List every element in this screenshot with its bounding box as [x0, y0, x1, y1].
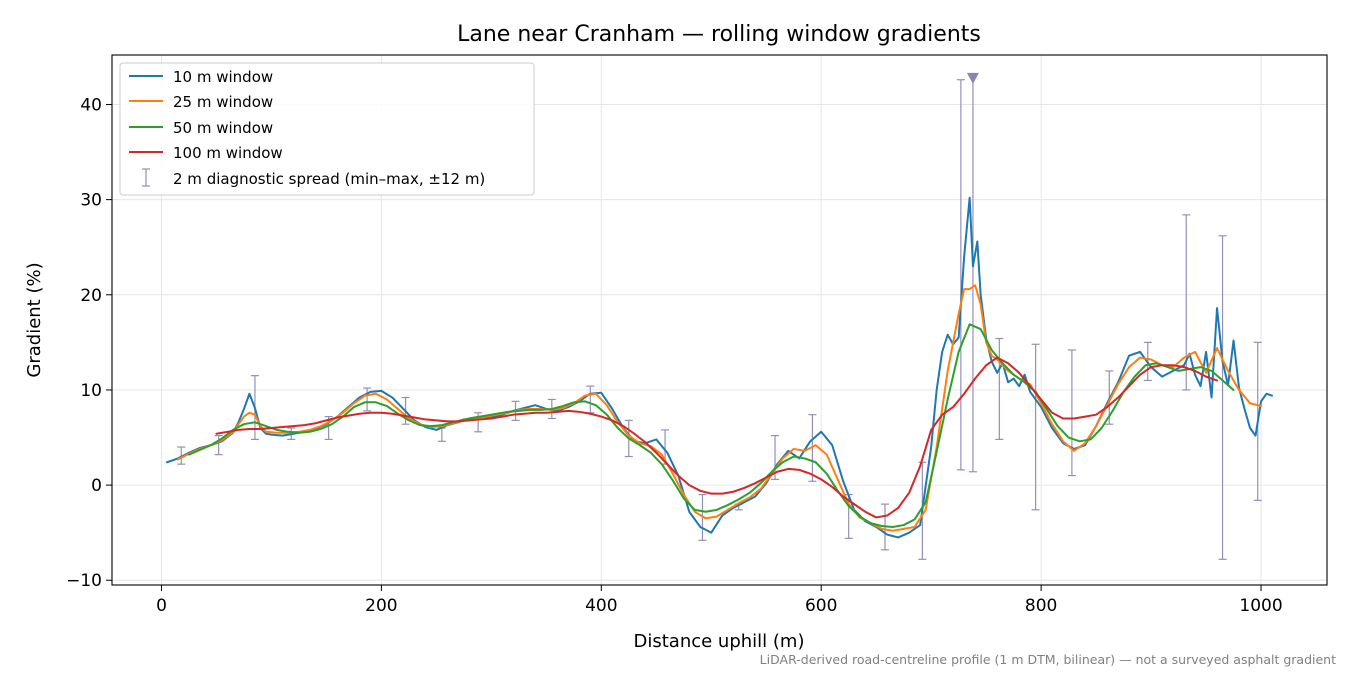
legend: 10 m window 25 m window 50 m window 100 … — [119, 62, 535, 196]
error-bar — [214, 435, 223, 456]
footnote: LiDAR-derived road-centreline profile (1… — [760, 652, 1336, 667]
legend-label-25m: 25 m window — [173, 93, 273, 111]
y-tick-label: 10 — [80, 381, 102, 401]
error-bar — [1067, 349, 1076, 477]
error-bar — [995, 337, 1004, 441]
error-bar — [956, 79, 965, 471]
y-tick-label: 40 — [80, 95, 102, 115]
chart-title: Lane near Cranham — rolling window gradi… — [457, 22, 981, 47]
legend-label-50m: 50 m window — [173, 119, 273, 137]
plot-frame — [111, 54, 1328, 586]
legend-swatch-errorbar — [142, 168, 150, 187]
y-tick-label: 30 — [80, 191, 102, 211]
y-tick-label: −10 — [66, 571, 102, 591]
x-tick-label: 1000 — [1239, 596, 1282, 616]
series-line-100m — [215, 356, 1219, 519]
error-bar — [808, 414, 817, 482]
x-tick-label: 800 — [1025, 596, 1057, 616]
legend-label-100m: 100 m window — [173, 144, 283, 162]
legend-box — [119, 62, 535, 196]
legend-label-errorbar: 2 m diagnostic spread (min–max, ±12 m) — [173, 170, 485, 188]
x-tick-label: 600 — [805, 596, 837, 616]
legend-label-10m: 10 m window — [173, 68, 273, 86]
x-axis-ticks: 0 200 400 600 800 1000 — [156, 585, 1283, 616]
error-bar — [177, 446, 186, 465]
clipped-value-marker — [966, 72, 979, 84]
x-axis-label: Distance uphill (m) — [634, 631, 805, 652]
grid-lines — [112, 55, 1327, 585]
x-tick-label: 0 — [156, 596, 167, 616]
y-tick-label: 0 — [91, 476, 102, 496]
series-line-50m — [187, 323, 1235, 528]
y-tick-label: 20 — [80, 286, 102, 306]
series-line-25m — [176, 284, 1263, 532]
x-tick-label: 200 — [365, 596, 397, 616]
y-axis-ticks: −10 0 10 20 30 40 — [66, 95, 112, 591]
x-tick-label: 400 — [585, 596, 617, 616]
data-series — [165, 196, 1274, 539]
y-axis-label: Gradient (%) — [24, 262, 45, 377]
error-bars — [177, 72, 1262, 560]
error-bar — [363, 387, 372, 412]
error-bar — [1031, 343, 1040, 511]
error-bar — [1218, 235, 1227, 560]
